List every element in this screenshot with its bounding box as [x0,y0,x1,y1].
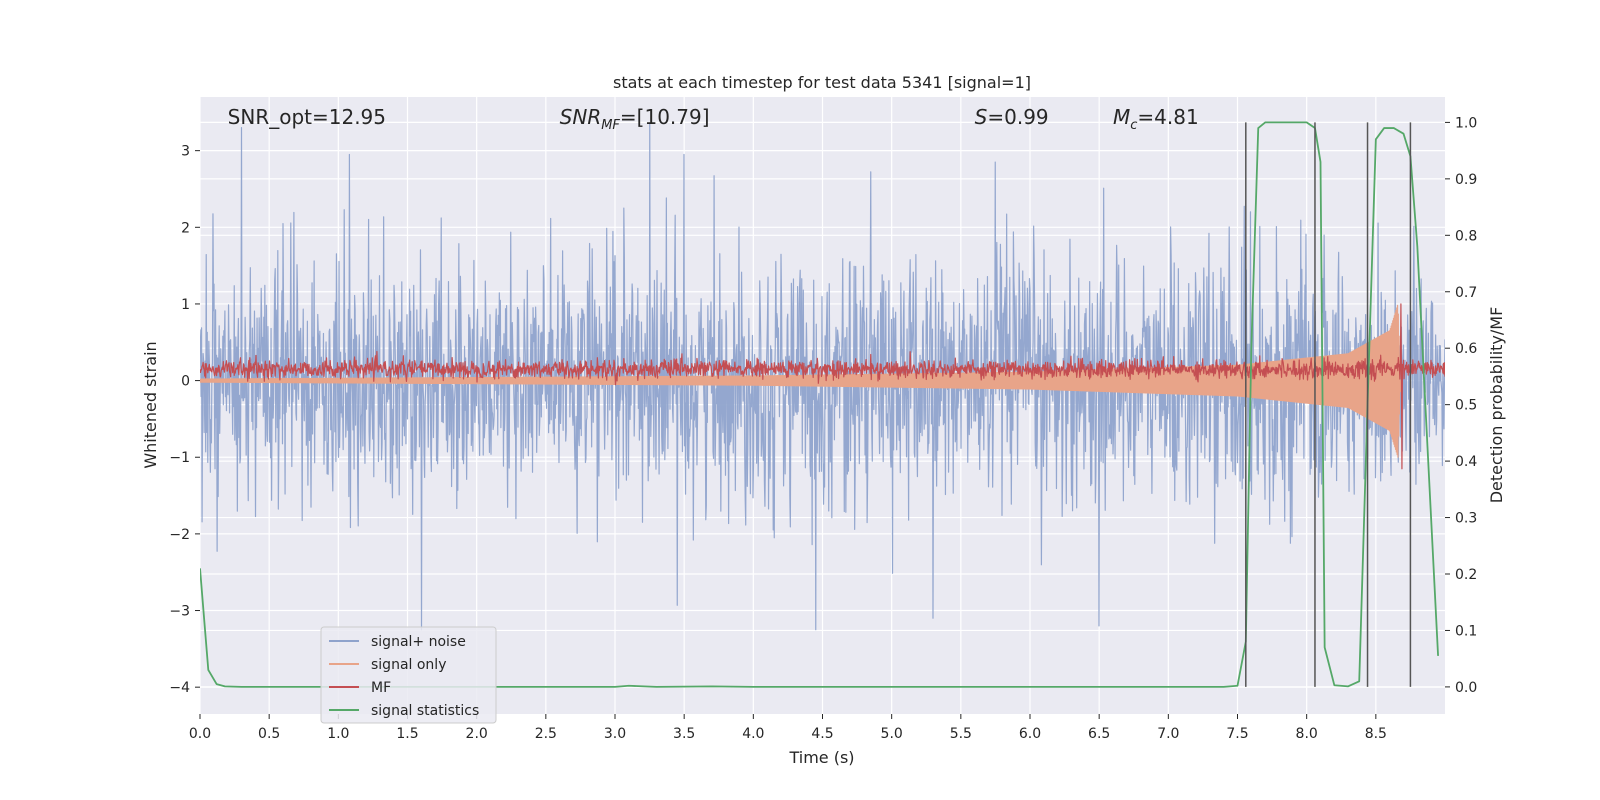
legend: signal+ noise signal only MF signal statist… [320,626,497,724]
annotation: SNR_opt=12.95 [228,105,386,129]
x-tick-label: 4.0 [742,726,764,742]
y-axis-label: Whitened strain [141,341,160,468]
series-signal-noise [200,123,1445,631]
x-tick-label: 3.5 [673,726,695,742]
annotation: Mc=4.81 [1113,105,1199,133]
y-tick-label: 3 [181,144,190,160]
y2-tick-label: 0.1 [1455,623,1477,639]
y2-tick-label: 0.4 [1455,454,1477,470]
legend-label: signal statistics [371,703,479,719]
annotations: SNR_opt=12.95 SNRMF=[10.79] S=0.99 Mc=4.81 [228,105,1199,133]
x-axis-label: Time (s) [788,748,854,767]
y-tick-label: −3 [169,604,190,620]
x-tick-label: 2.5 [535,726,557,742]
x-tick-label: 0.5 [258,726,280,742]
axes: 0.0 0.5 1.0 1.5 2.0 2.5 3.0 3.5 4.0 4.5 5.0 5.5 6.0 6… [169,115,1477,742]
legend-label: signal only [371,657,446,673]
x-tick-label: 4.5 [811,726,833,742]
x-tick-label: 8.5 [1365,726,1387,742]
x-tick-label: 7.5 [1226,726,1248,742]
x-tick-label: 7.0 [1157,726,1179,742]
y2-tick-label: 0.5 [1455,398,1477,414]
y2-tick-label: 0.7 [1455,285,1477,301]
y2-tick-label: 0.8 [1455,228,1477,244]
x-tick-label: 0.0 [189,726,211,742]
legend-box [320,626,497,724]
x-tick-label: 1.5 [396,726,418,742]
x-tick-label: 1.0 [327,726,349,742]
y2-tick-label: 0.9 [1455,172,1477,188]
annotation: SNRMF=[10.79] [560,105,710,133]
x-tick-label: 6.0 [1019,726,1041,742]
y2-axis-label: Detection probability/MF [1487,307,1506,504]
y2-tick-label: 0.2 [1455,567,1477,583]
series-mf [200,303,1445,470]
y-tick-label: 1 [181,297,190,313]
legend-label: MF [371,680,391,696]
y2-tick-label: 0.0 [1455,680,1477,696]
x-tick-label: 2.0 [466,726,488,742]
y-tick-label: −2 [169,527,190,543]
y-tick-label: −1 [169,450,190,466]
series-signal-only [200,304,1402,458]
y2-tick-label: 0.3 [1455,511,1477,527]
legend-label: signal+ noise [371,634,466,650]
x-tick-label: 5.5 [950,726,972,742]
y2-tick-label: 1.0 [1455,115,1477,131]
y-tick-label: 0 [181,374,190,390]
x-tick-label: 3.0 [604,726,626,742]
y2-tick-label: 0.6 [1455,341,1477,357]
x-tick-label: 5.0 [881,726,903,742]
annotation: S=0.99 [975,105,1049,129]
x-tick-label: 8.0 [1296,726,1318,742]
y-tick-label: −4 [169,680,190,696]
chart-title: stats at each timestep for test data 534… [613,73,1031,92]
vlines [1245,122,1412,687]
y-tick-label: 2 [181,220,190,236]
x-tick-label: 6.5 [1088,726,1110,742]
